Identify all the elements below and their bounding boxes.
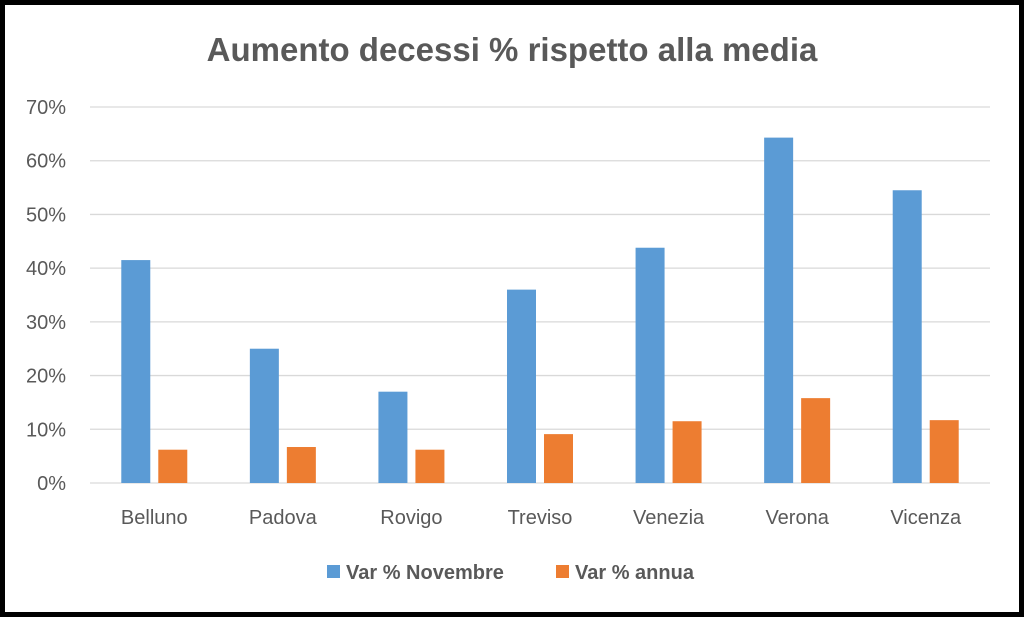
bar-novembre-rovigo [378,391,408,483]
x-tick-label: Belluno [121,507,188,529]
x-tick-label: Verona [765,507,829,529]
bar-annua-verona [801,398,831,483]
bar-annua-treviso [544,434,573,483]
legend-label: Var % annua [575,562,695,584]
legend-label: Var % Novembre [346,562,504,584]
bar-novembre-padova [249,348,279,483]
y-tick-label: 20% [26,366,66,388]
bar-novembre-belluno [121,260,151,483]
bar-annua-vicenza [929,420,959,483]
y-tick-label: 10% [26,419,66,441]
bar-annua-rovigo [415,449,445,483]
y-tick-label: 0% [37,473,66,495]
bar-novembre-venezia [635,247,665,483]
x-tick-label: Treviso [508,507,573,529]
gridlines [90,106,990,484]
y-axis-ticks: 0% 10% 20% 30% 40% 50% 60% 70% [26,97,66,495]
bars [121,137,959,484]
y-tick-label: 40% [26,258,66,280]
chart-title: Aumento decessi % rispetto alla media [207,31,818,68]
bar-annua-belluno [158,449,188,483]
bar-annua-venezia [672,421,702,483]
bar-novembre-vicenza [892,190,922,483]
bar-novembre-treviso [507,289,536,483]
x-axis-ticks: Belluno Padova Rovigo Treviso Venezia Verona V… [121,507,962,529]
x-tick-label: Rovigo [380,507,442,529]
y-tick-label: 70% [26,97,66,119]
x-tick-label: Vicenza [890,507,962,529]
legend-swatch [327,565,340,578]
y-tick-label: 60% [26,151,66,173]
bar-novembre-verona [764,137,794,484]
legend-swatch [556,565,569,578]
x-tick-label: Padova [249,507,318,529]
legend: Var % Novembre Var % annua [327,562,695,584]
bar-annua-padova [286,447,316,483]
y-tick-label: 50% [26,204,66,226]
x-tick-label: Venezia [633,507,705,529]
y-tick-label: 30% [26,312,66,334]
